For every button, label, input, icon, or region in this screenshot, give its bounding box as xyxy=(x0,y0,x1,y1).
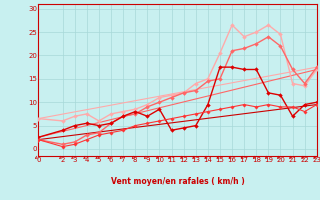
X-axis label: Vent moyen/en rafales ( km/h ): Vent moyen/en rafales ( km/h ) xyxy=(111,177,244,186)
